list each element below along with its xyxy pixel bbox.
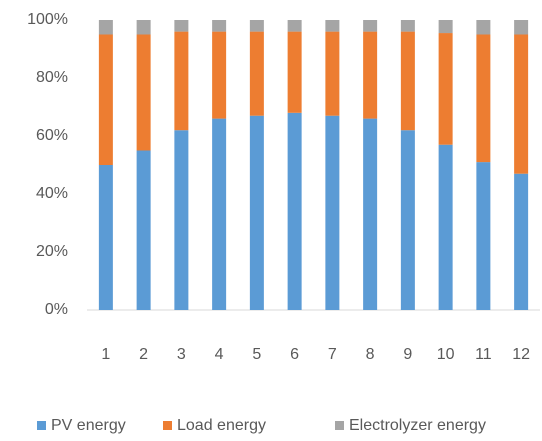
bar-segment <box>287 31 302 113</box>
bar-segment <box>212 31 227 119</box>
bar-segment <box>400 130 415 310</box>
legend-label: Electrolyzer energy <box>349 417 486 434</box>
bar-segment <box>514 20 529 35</box>
bar-segment <box>325 20 340 32</box>
bar-segment <box>438 144 453 310</box>
x-tick-label: 12 <box>512 346 530 363</box>
bar-segment <box>98 165 113 310</box>
bar-segment <box>287 112 302 310</box>
bar-segment <box>400 20 415 32</box>
x-tick-label: 11 <box>475 346 492 363</box>
bar-segment <box>174 20 189 32</box>
x-tick-label: 2 <box>139 346 148 363</box>
bar-segment <box>438 33 453 145</box>
bar-segment <box>136 20 151 35</box>
legend-label: PV energy <box>51 417 126 434</box>
x-tick-label: 4 <box>215 346 224 363</box>
bar-segment <box>476 20 491 35</box>
x-tick-label: 1 <box>101 346 110 363</box>
bar-segment <box>325 115 340 310</box>
bar-segment <box>174 31 189 131</box>
legend-swatch <box>163 421 172 430</box>
bar-segment <box>476 34 491 163</box>
legend-swatch <box>37 421 46 430</box>
x-tick-label: 9 <box>403 346 412 363</box>
bar-segment <box>212 20 227 32</box>
bar-segment <box>363 118 378 310</box>
bar-segment <box>136 150 151 310</box>
bar-segment <box>249 20 264 32</box>
bar-segment <box>136 34 151 151</box>
x-tick-label: 8 <box>366 346 375 363</box>
bar-segment <box>514 173 529 310</box>
x-tick-label: 6 <box>290 346 299 363</box>
y-tick-label: 20% <box>36 243 68 260</box>
y-tick-label: 80% <box>36 69 68 86</box>
bar-segment <box>363 31 378 119</box>
bar-segment <box>249 115 264 310</box>
x-tick-label: 5 <box>252 346 261 363</box>
x-tick-label: 3 <box>177 346 186 363</box>
legend-swatch <box>335 421 344 430</box>
y-tick-label: 0% <box>45 301 68 318</box>
y-tick-label: 60% <box>36 127 68 144</box>
x-tick-label: 10 <box>437 346 455 363</box>
bar-segment <box>98 20 113 35</box>
bar-segment <box>514 34 529 174</box>
bar-segment <box>438 20 453 34</box>
bar-segment <box>363 20 378 32</box>
y-tick-label: 40% <box>36 185 68 202</box>
legend-label: Load energy <box>177 417 266 434</box>
bar-segment <box>98 34 113 165</box>
y-tick-label: 100% <box>27 11 68 28</box>
bar-segment <box>174 130 189 310</box>
bar-segment <box>325 31 340 116</box>
x-tick-label: 7 <box>328 346 337 363</box>
bar-segment <box>212 118 227 310</box>
bar-segment <box>476 162 491 310</box>
bar-segment <box>249 31 264 116</box>
bar-segment <box>287 20 302 32</box>
bar-segment <box>400 31 415 131</box>
